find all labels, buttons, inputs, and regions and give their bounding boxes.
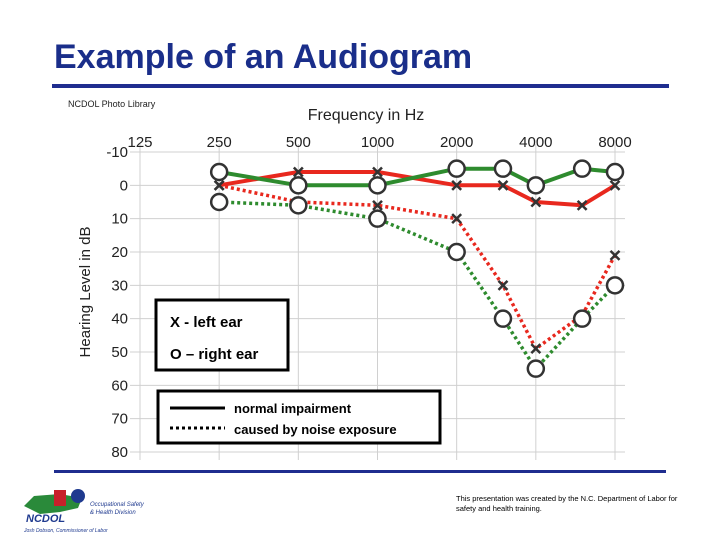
chart-title: Frequency in Hz — [308, 107, 425, 124]
y-tick-label: 20 — [111, 244, 128, 261]
y-tick-label: 60 — [111, 377, 128, 394]
o-marker — [605, 162, 625, 182]
x-marker — [497, 279, 509, 291]
source-label: NCDOL Photo Library — [68, 99, 156, 109]
x-tick-label: 2000 — [440, 134, 473, 151]
line-legend-box — [156, 389, 442, 445]
x-tick-label: 125 — [127, 134, 152, 151]
x-marker-stroke — [530, 196, 542, 208]
x-marker-stroke — [497, 279, 509, 291]
y-tick-label: 70 — [111, 411, 128, 428]
x-marker — [530, 196, 542, 208]
o-marker — [572, 159, 592, 178]
x-tick-label: 1000 — [361, 134, 394, 151]
x-marker-stroke — [451, 213, 463, 225]
footer-note: This presentation was created by the N.C… — [456, 494, 678, 513]
y-tick-labels: -10 0 10 20 30 40 50 60 70 80 — [106, 144, 128, 461]
x-tick-label: 8000 — [598, 134, 631, 151]
x-marker-stroke — [372, 166, 383, 178]
o-marker — [289, 176, 308, 195]
x-tick-label: 500 — [286, 134, 311, 151]
marker-legend-box — [154, 298, 290, 372]
badge-icon — [71, 489, 85, 503]
y-axis-label: Hearing Level in dB — [77, 227, 94, 358]
slide-title: Example of an Audiogram — [54, 38, 473, 76]
y-tick-label: -10 — [106, 144, 128, 161]
logo-commissioner: Josh Dobson, Commissioner of Labor — [23, 528, 108, 534]
ncdol-logo: NCDOL Occupational Safety & Health Divis… — [20, 484, 170, 534]
audiogram-chart: NCDOL Photo Library Frequency in Hz Hear… — [60, 92, 660, 470]
x-marker-stroke — [530, 343, 542, 355]
x-marker — [213, 179, 225, 191]
logo-tagline-2: & Health Division — [90, 510, 136, 516]
audiogram-svg: NCDOL Photo Library Frequency in Hz Hear… — [68, 99, 632, 461]
x-marker-stroke — [609, 249, 621, 261]
x-marker-stroke — [292, 166, 304, 178]
logo-tagline-1: Occupational Safety — [90, 502, 145, 508]
o-marker — [526, 176, 546, 195]
o-marker — [209, 192, 229, 212]
legend-solid-label: normal impairment — [234, 401, 352, 416]
y-tick-label: 0 — [120, 177, 128, 194]
marker-legend: X - left ear O – right ear — [154, 298, 290, 372]
o-marker — [209, 162, 229, 182]
x-marker-stroke — [497, 179, 509, 191]
x-marker — [292, 166, 304, 178]
y-tick-label: 30 — [111, 277, 128, 294]
o-marker — [368, 209, 387, 228]
series-line — [219, 200, 617, 371]
x-marker-stroke — [451, 179, 463, 191]
x-marker — [451, 179, 463, 191]
x-marker-stroke — [372, 199, 383, 211]
legend-x-label: X - left ear — [170, 314, 243, 331]
ncdol-logo-graphic: NCDOL Occupational Safety & Health Divis… — [23, 489, 145, 534]
x-marker — [372, 199, 383, 211]
o-marker — [368, 176, 387, 195]
o-marker — [493, 309, 513, 328]
series — [209, 192, 625, 378]
line-legend: normal impairment caused by noise exposu… — [156, 389, 442, 445]
x-marker-stroke — [576, 199, 588, 211]
x-marker — [576, 199, 588, 211]
series — [213, 166, 621, 211]
series-line — [218, 170, 617, 208]
title-rule — [52, 84, 669, 88]
o-marker — [572, 309, 592, 328]
x-marker — [530, 343, 542, 355]
legend-dashed-label: caused by noise exposure — [234, 422, 397, 437]
o-marker — [526, 359, 546, 378]
state-shape-icon — [24, 494, 82, 514]
o-marker — [605, 276, 625, 295]
o-marker — [289, 196, 308, 215]
x-marker — [372, 166, 383, 178]
o-marker — [493, 159, 513, 178]
x-tick-labels: 125 250 500 1000 2000 4000 8000 — [127, 134, 631, 151]
o-marker — [447, 242, 466, 262]
o-marker — [447, 159, 466, 178]
series-layer — [209, 159, 625, 378]
y-tick-label: 40 — [111, 311, 128, 328]
logo-name: NCDOL — [26, 513, 65, 525]
footer-rule — [54, 470, 666, 473]
y-tick-label: 10 — [111, 211, 128, 228]
x-marker — [609, 249, 621, 261]
hard-hat-icon — [54, 490, 66, 506]
y-tick-label: 80 — [111, 444, 128, 461]
x-marker-stroke — [609, 179, 621, 191]
x-marker — [609, 179, 621, 191]
x-tick-label: 250 — [207, 134, 232, 151]
series — [209, 159, 625, 195]
x-marker — [451, 213, 463, 225]
x-tick-label: 4000 — [519, 134, 552, 151]
y-tick-label: 50 — [111, 344, 128, 361]
legend-o-label: O – right ear — [170, 346, 259, 363]
x-marker-stroke — [213, 179, 225, 191]
x-marker — [497, 179, 509, 191]
